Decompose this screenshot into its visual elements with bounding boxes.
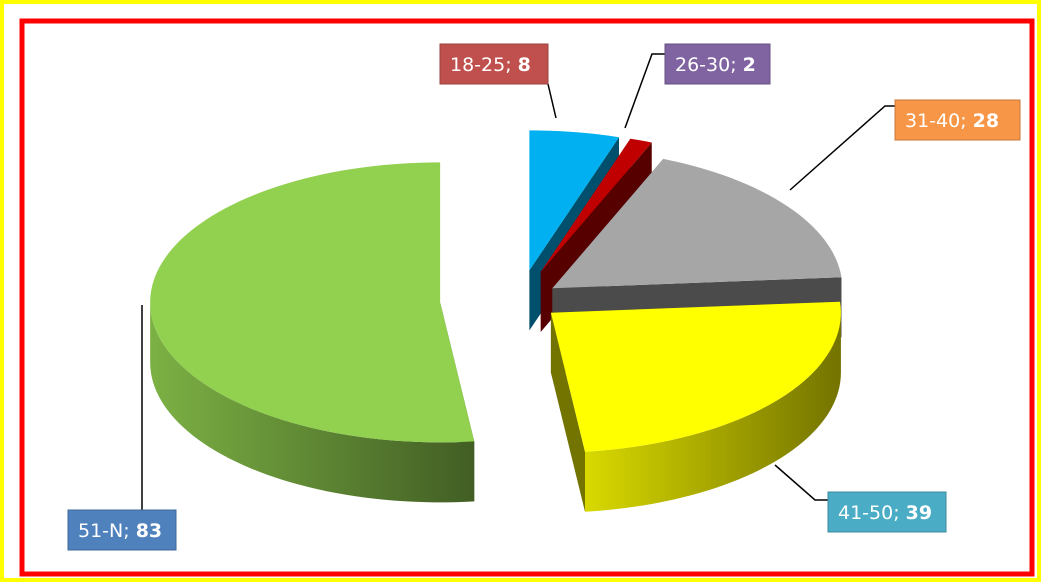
label-separator: ; — [505, 54, 517, 76]
pie — [150, 130, 842, 512]
data-label: 51-N; 83 — [78, 520, 162, 542]
slice-side — [585, 312, 841, 512]
label-separator: ; — [960, 110, 972, 132]
data-label: 26-30; 2 — [675, 54, 756, 76]
slice-top — [150, 162, 475, 443]
leader-line — [789, 105, 895, 191]
label-category: 18-25 — [450, 54, 505, 76]
label-box — [894, 99, 1021, 141]
leader-line — [774, 464, 828, 501]
label-box — [827, 491, 947, 533]
label-separator: ; — [730, 54, 742, 76]
label-value: 39 — [906, 502, 932, 524]
leader-line — [624, 53, 665, 129]
slice-top — [540, 138, 652, 272]
slice-edge-wall — [550, 312, 586, 512]
label-category: 41-50 — [838, 502, 893, 524]
label-value: 83 — [136, 520, 162, 542]
label-box — [439, 43, 549, 85]
label-category: 51-N — [78, 520, 123, 542]
data-label: 18-25; 8 — [450, 54, 531, 76]
label-box — [67, 509, 177, 551]
slice-top — [550, 301, 841, 452]
slice-top — [552, 158, 842, 289]
label-category: 31-40 — [905, 110, 960, 132]
label-value: 2 — [743, 54, 756, 76]
data-label: 31-40; 28 — [905, 110, 999, 132]
slice — [150, 162, 475, 503]
label-separator: ; — [123, 520, 135, 542]
data-label: 41-50; 39 — [838, 502, 932, 524]
label-category: 26-30 — [675, 54, 730, 76]
slice-side — [150, 302, 475, 503]
label-value: 8 — [518, 54, 531, 76]
label-separator: ; — [893, 502, 905, 524]
label-value: 28 — [973, 110, 999, 132]
slice — [550, 301, 841, 512]
leader-line — [547, 83, 557, 119]
label-box — [664, 43, 771, 85]
slice-top — [529, 130, 620, 271]
